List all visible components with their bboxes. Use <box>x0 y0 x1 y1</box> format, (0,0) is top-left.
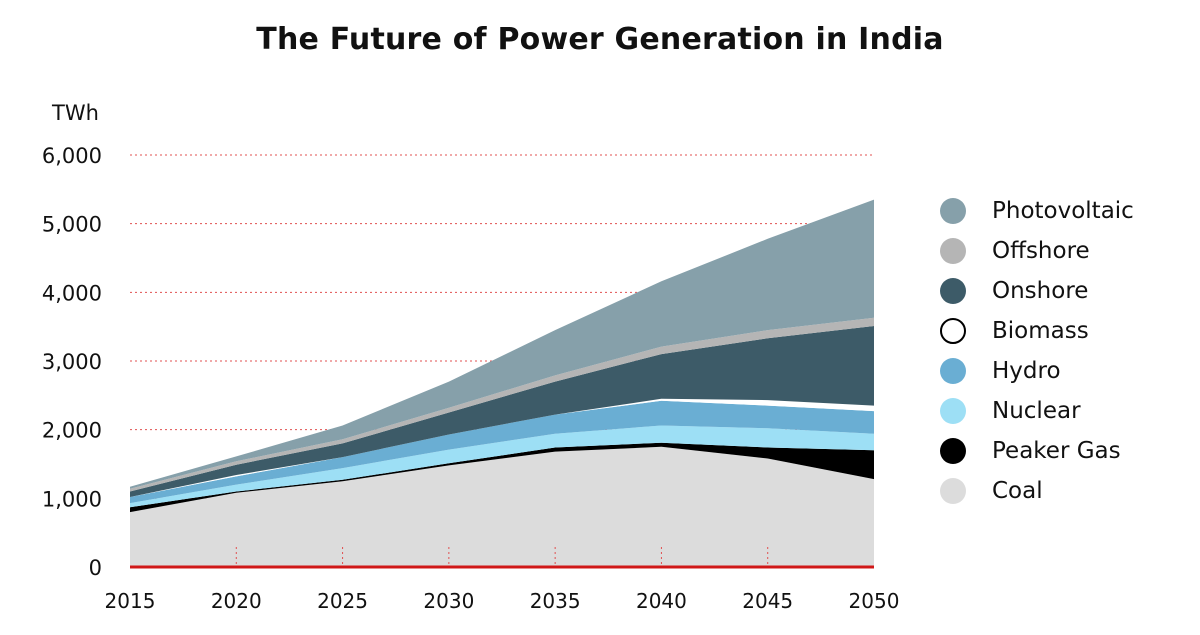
legend-label: Coal <box>992 478 1043 504</box>
x-tick-label-2025: 2025 <box>317 589 368 613</box>
legend-label: Offshore <box>992 238 1090 264</box>
legend-swatch <box>940 318 966 344</box>
legend-swatch <box>940 478 966 504</box>
legend-item-offshore: Offshore <box>940 236 1090 266</box>
legend-swatch <box>940 278 966 304</box>
legend-swatch <box>940 398 966 424</box>
area-hydro <box>130 400 874 504</box>
legend-label: Biomass <box>992 318 1089 344</box>
legend-item-peaker-gas: Peaker Gas <box>940 436 1121 466</box>
legend-label: Photovoltaic <box>992 198 1134 224</box>
legend-swatch <box>940 358 966 384</box>
legend-swatch <box>940 198 966 224</box>
x-tick-label-2050: 2050 <box>849 589 900 613</box>
area-onshore <box>130 326 874 497</box>
y-tick-label-4000: 4,000 <box>42 281 102 305</box>
y-tick-label-0: 0 <box>89 556 102 580</box>
y-tick-label-1000: 1,000 <box>42 487 102 511</box>
chart-title: The Future of Power Generation in India <box>256 22 944 57</box>
y-axis-label: TWh <box>51 101 99 125</box>
area-peaker-gas <box>130 442 874 513</box>
legend-label: Peaker Gas <box>992 438 1121 464</box>
x-tick-label-2015: 2015 <box>105 589 156 613</box>
x-tick-label-2020: 2020 <box>211 589 262 613</box>
legend-label: Nuclear <box>992 398 1081 424</box>
area-offshore <box>130 317 874 492</box>
x-tick-label-2040: 2040 <box>636 589 687 613</box>
legend-item-hydro: Hydro <box>940 356 1061 386</box>
x-tick-label-2030: 2030 <box>423 589 474 613</box>
y-tick-label-6000: 6,000 <box>42 144 102 168</box>
area-photovoltaic <box>130 199 874 489</box>
legend-item-photovoltaic: Photovoltaic <box>940 196 1134 226</box>
legend-item-nuclear: Nuclear <box>940 396 1081 426</box>
x-tick-label-2035: 2035 <box>530 589 581 613</box>
legend-swatch <box>940 238 966 264</box>
legend-item-coal: Coal <box>940 476 1043 506</box>
y-tick-label-2000: 2,000 <box>42 419 102 443</box>
area-coal <box>130 446 874 567</box>
x-tick-label-2045: 2045 <box>742 589 793 613</box>
y-tick-label-5000: 5,000 <box>42 213 102 237</box>
legend-label: Hydro <box>992 358 1061 384</box>
legend-item-onshore: Onshore <box>940 276 1088 306</box>
y-tick-label-3000: 3,000 <box>42 350 102 374</box>
legend-label: Onshore <box>992 278 1089 304</box>
legend-swatch <box>940 438 966 464</box>
area-nuclear <box>130 425 874 508</box>
area-layers <box>130 199 874 567</box>
legend-item-biomass: Biomass <box>940 316 1089 346</box>
axes: 2015 2020 2025 2030 2035 2040 2045 2050 0 1,000 2,… <box>42 144 900 613</box>
